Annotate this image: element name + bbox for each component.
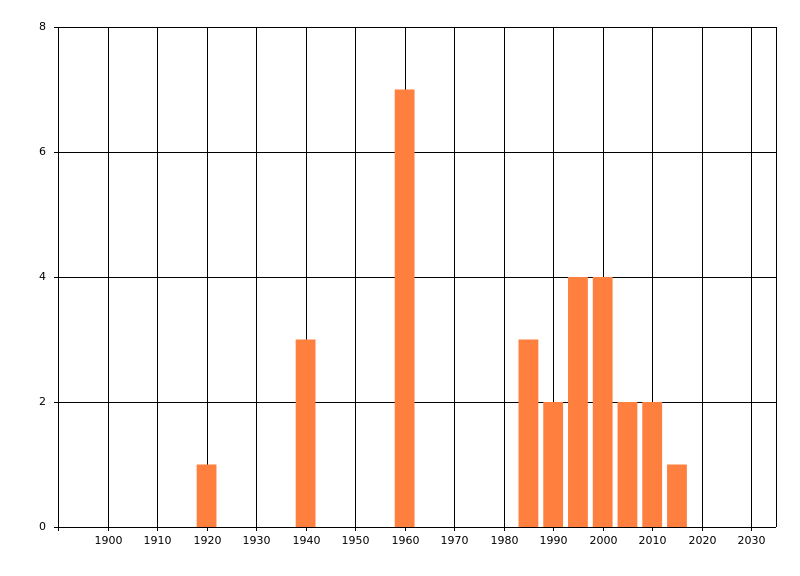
y-tick-label: 2 xyxy=(39,395,46,408)
bar xyxy=(518,339,539,527)
bar xyxy=(667,464,687,527)
x-tick-label: 1990 xyxy=(540,534,568,547)
x-tick-label: 1950 xyxy=(342,534,370,547)
y-tick-label: 6 xyxy=(39,145,46,158)
x-tick-label: 2030 xyxy=(738,534,766,547)
x-tick-label: 2010 xyxy=(639,534,667,547)
x-tick-label: 2020 xyxy=(689,534,717,547)
y-tick-label: 8 xyxy=(39,20,46,33)
bar xyxy=(642,402,663,527)
x-tick-label: 1970 xyxy=(441,534,469,547)
x-tick-label: 1930 xyxy=(243,534,271,547)
x-tick-label: 1920 xyxy=(194,534,222,547)
bar xyxy=(543,402,564,527)
x-tick-label: 1940 xyxy=(293,534,321,547)
x-tick-label: 2000 xyxy=(590,534,618,547)
bar xyxy=(394,89,415,527)
y-tick-label: 0 xyxy=(39,520,46,533)
bar xyxy=(295,339,316,527)
bar xyxy=(196,464,217,527)
bar xyxy=(617,402,638,527)
x-tick-label: 1960 xyxy=(392,534,420,547)
x-tick-label: 1980 xyxy=(491,534,519,547)
bar xyxy=(568,277,588,527)
x-tick-label: 1910 xyxy=(144,534,172,547)
bar xyxy=(592,277,613,527)
y-tick-label: 4 xyxy=(39,270,46,283)
x-tick-label: 1900 xyxy=(95,534,123,547)
